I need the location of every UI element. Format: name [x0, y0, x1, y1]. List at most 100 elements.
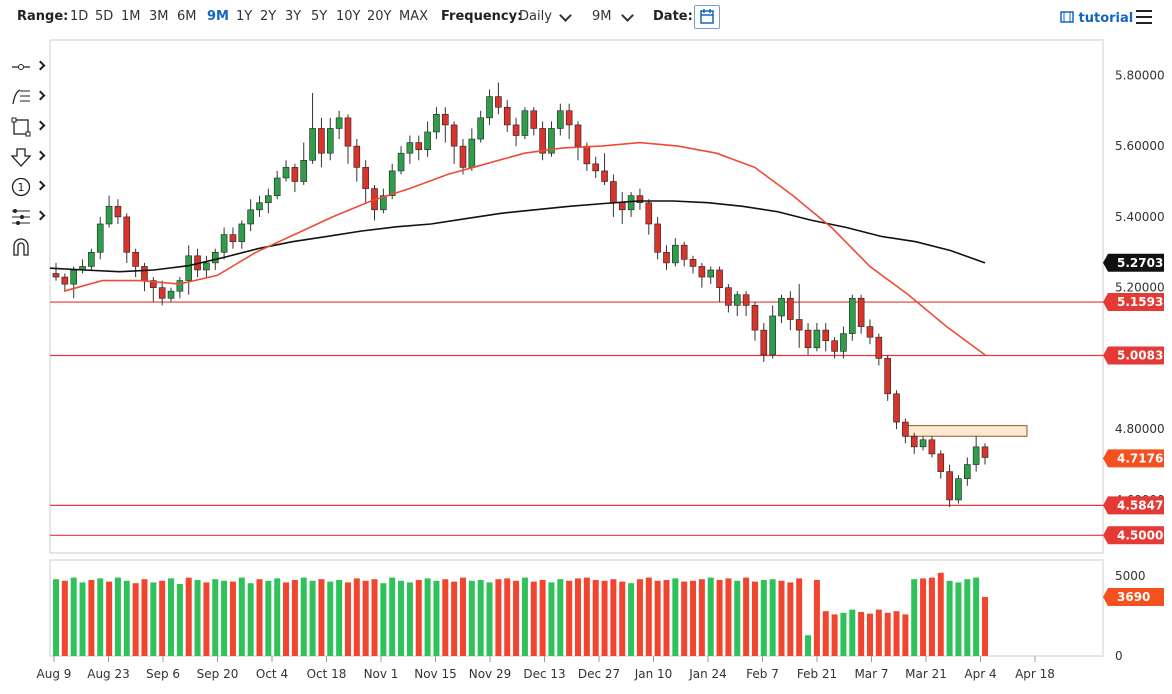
volume-bar [442, 579, 449, 656]
x-tick-label: Apr 18 [1015, 667, 1055, 681]
candle-body [548, 128, 555, 154]
range-button-3y[interactable]: 3Y [285, 9, 302, 24]
volume-bar [79, 582, 86, 656]
candle-body [167, 290, 175, 299]
volume-bar [654, 580, 661, 656]
period-select[interactable]: 9M [592, 9, 612, 24]
candle-body [698, 266, 706, 278]
volume-bar [221, 580, 228, 656]
price-badge-label: 4.58470 [1117, 498, 1172, 512]
candle-body [344, 117, 352, 147]
volume-bar [592, 580, 599, 656]
range-button-1y[interactable]: 1Y [236, 9, 253, 24]
range-button-3m[interactable]: 3M [149, 9, 169, 24]
x-tick-label: Oct 4 [256, 667, 288, 681]
price-badge [1103, 293, 1164, 312]
fibonacci-tool-button[interactable] [10, 86, 46, 108]
volume-bar [185, 577, 192, 656]
volume-bar [176, 584, 183, 656]
volume-bar [946, 580, 953, 656]
range-button-6m[interactable]: 6M [177, 9, 197, 24]
range-button-10y[interactable]: 10Y [336, 9, 361, 24]
candle-body [610, 181, 617, 204]
candle-body [769, 315, 776, 356]
range-button-1d[interactable]: 1D [70, 9, 89, 24]
candle-body [557, 110, 564, 129]
volume-bar [424, 578, 431, 656]
menu-icon[interactable] [1136, 10, 1152, 28]
tutorial-link[interactable]: tutorial [1060, 11, 1133, 26]
volume-bar [964, 579, 971, 656]
price-badge [1103, 449, 1164, 468]
chevron-down-icon[interactable] [559, 9, 572, 22]
candle-body [132, 251, 139, 267]
date-label: Date: [653, 9, 693, 24]
volume-bar [557, 579, 564, 656]
candle-body [813, 329, 821, 349]
range-button-5d[interactable]: 5D [95, 9, 114, 24]
candle-body [707, 269, 715, 278]
volume-bar [893, 611, 900, 656]
indicator-tool-button[interactable] [10, 206, 46, 228]
volume-bar [132, 583, 139, 656]
price-badge-label: 5.15931 [1117, 295, 1172, 309]
volume-bar [53, 579, 59, 656]
candle-body [910, 435, 918, 448]
candle-body [742, 294, 750, 306]
range-button-9m[interactable]: 9M [207, 9, 229, 24]
volume-bar [743, 577, 750, 656]
range-button-5y[interactable]: 5Y [311, 9, 328, 24]
volume-bar [327, 581, 334, 656]
volume-bar [725, 578, 732, 656]
y-tick-label: 5.20000 [1115, 281, 1165, 295]
volume-bar [840, 612, 847, 656]
y-tick-label: 5.60000 [1115, 139, 1165, 153]
rectangle-tool-button[interactable] [10, 116, 46, 138]
candle-body [512, 124, 520, 136]
candle-body [194, 255, 201, 271]
candle-body [902, 421, 909, 437]
candle-body [733, 294, 741, 306]
candle-body [725, 287, 732, 306]
candle-body [150, 280, 157, 288]
volume-bar [256, 579, 263, 656]
x-tick-label: Dec 27 [578, 667, 620, 681]
volume-bar [265, 580, 272, 656]
calendar-button[interactable] [694, 5, 720, 29]
volume-bar [681, 581, 688, 656]
candle-body [238, 223, 246, 242]
candle-body [919, 439, 927, 448]
calendar-icon [700, 9, 714, 24]
range-label: Range: [17, 9, 69, 24]
volume-bar [796, 578, 803, 656]
candle-body [539, 128, 546, 154]
candle-body [185, 255, 193, 281]
range-button-max[interactable]: MAX [399, 9, 429, 24]
volume-bar [539, 580, 546, 656]
volume-bar [451, 581, 458, 656]
frequency-select[interactable]: Daily [519, 9, 552, 24]
volume-bar [389, 577, 396, 656]
candle-body [583, 145, 591, 165]
film-icon [1060, 11, 1074, 23]
range-button-2y[interactable]: 2Y [260, 9, 277, 24]
volume-bar [433, 580, 440, 656]
range-button-1m[interactable]: 1M [121, 9, 141, 24]
chevron-down-icon[interactable] [621, 9, 634, 22]
volume-bar [203, 582, 210, 656]
volume-bar [787, 582, 794, 656]
candle-body [353, 145, 361, 168]
annotation-tool-button[interactable]: 1 [10, 176, 46, 198]
magnet-tool-button[interactable] [10, 236, 44, 258]
volume-bar [88, 580, 95, 656]
arrow-tool-button[interactable] [10, 146, 46, 168]
candle-body [96, 223, 104, 253]
volume-bar [955, 582, 962, 656]
line-tool-button[interactable] [10, 56, 46, 78]
tutorial-label: tutorial [1078, 11, 1134, 26]
range-button-20y[interactable]: 20Y [367, 9, 392, 24]
candle-body [618, 202, 626, 211]
candle-body [158, 287, 166, 299]
x-tick-label: Mar 7 [854, 667, 888, 681]
candle-body [114, 205, 122, 218]
